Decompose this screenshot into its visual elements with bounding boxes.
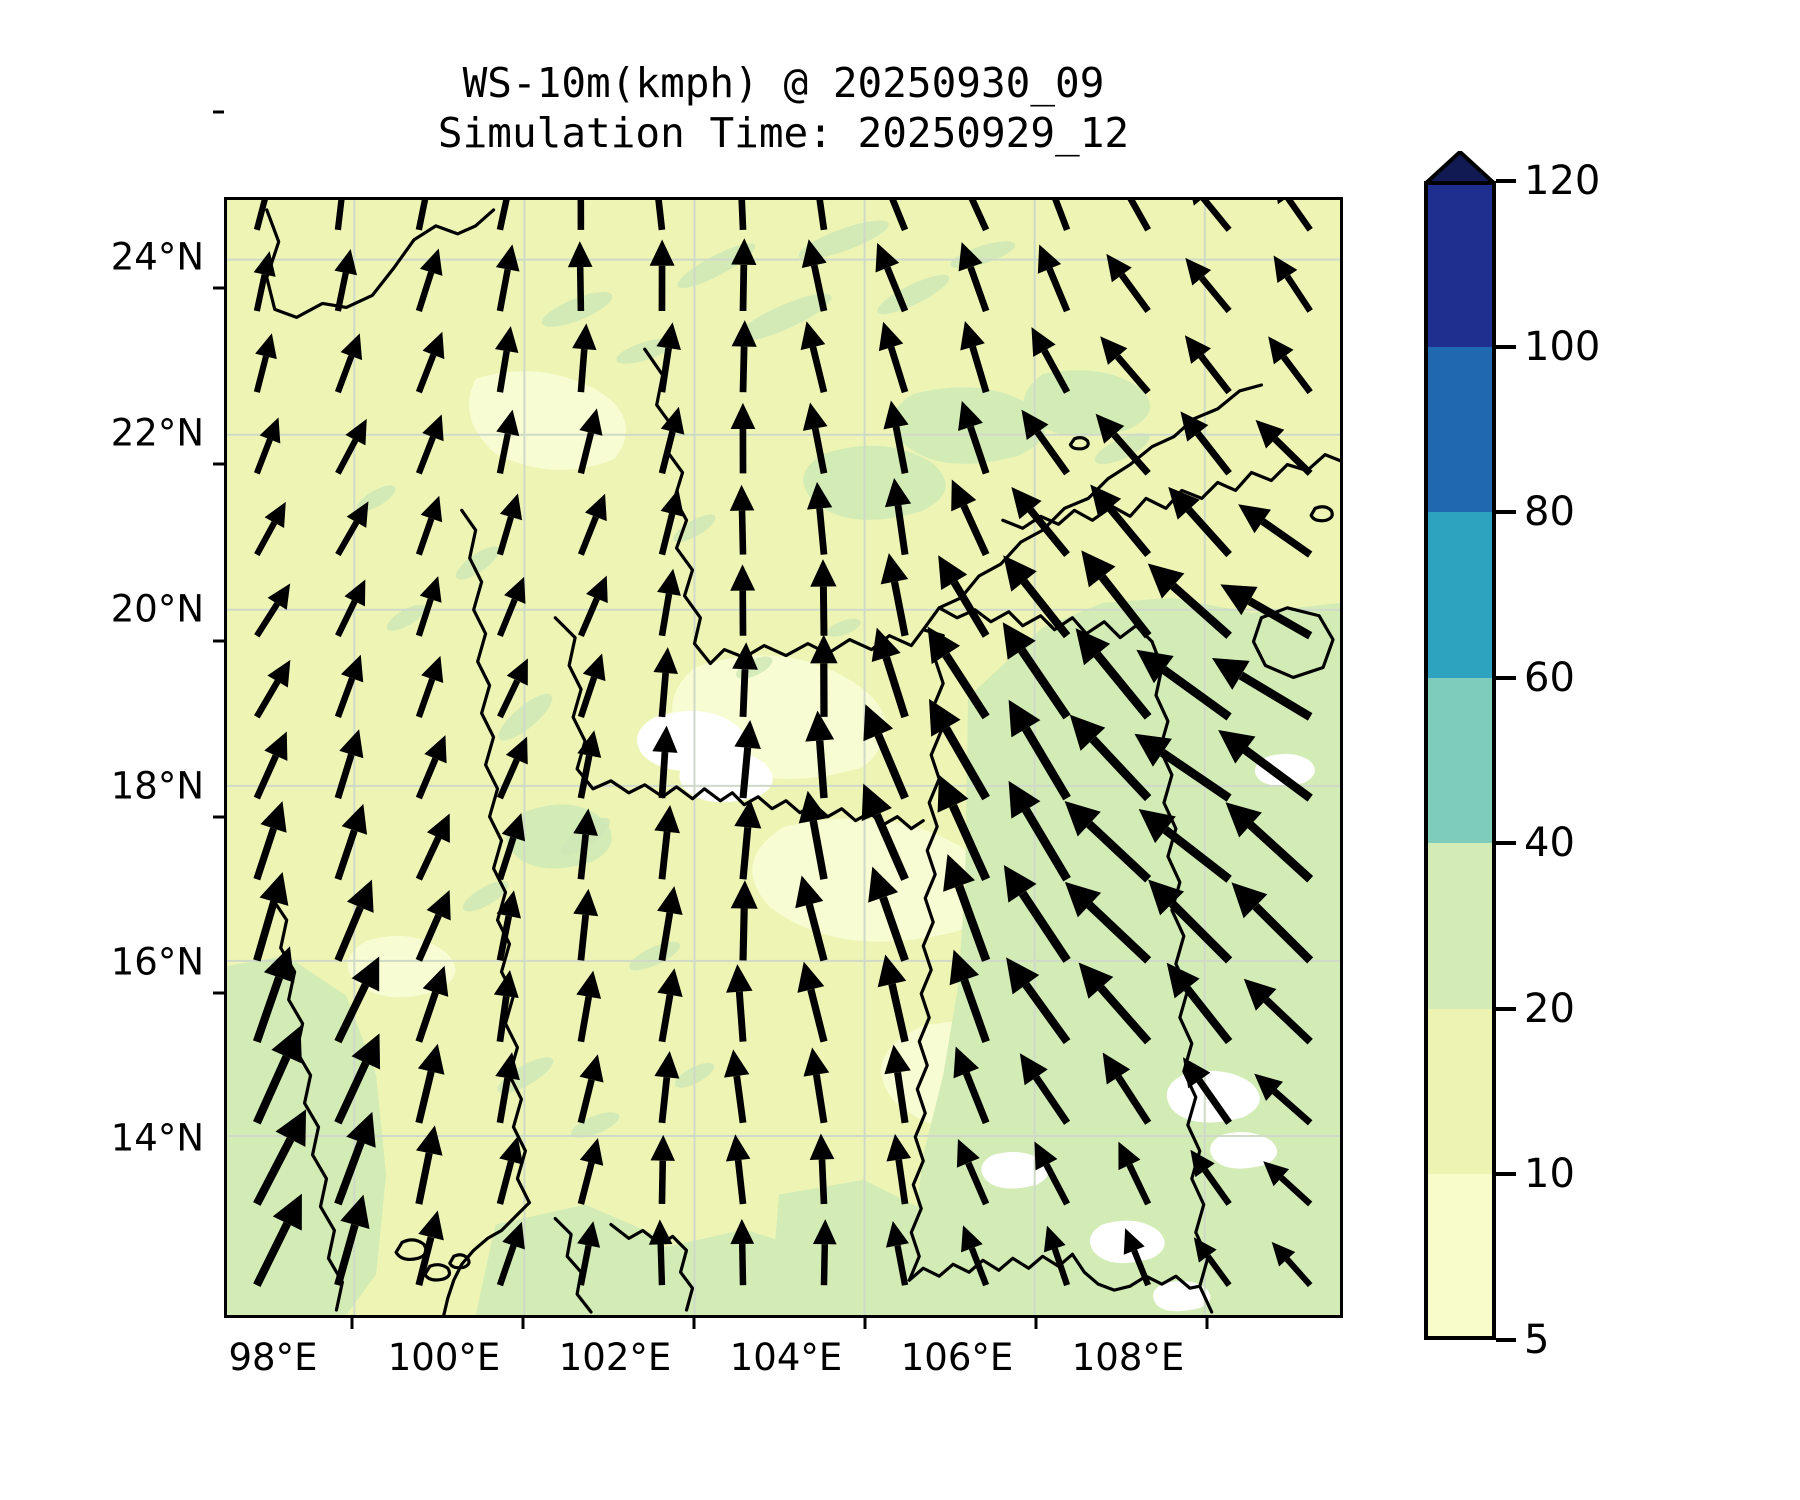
ytick-mark-18N xyxy=(213,639,224,643)
map-plot-area[interactable] xyxy=(224,197,1343,1318)
title-line-1: WS-10m(kmph) @ 20250930_09 xyxy=(462,59,1105,107)
cbar-label-60: 60 xyxy=(1524,655,1575,701)
cbar-label-40: 40 xyxy=(1524,820,1575,866)
ytick-label-22N: 22°N xyxy=(110,411,204,455)
xtick-label-108E: 108°E xyxy=(1071,1336,1185,1379)
ytick-mark-14N xyxy=(213,991,224,995)
cbar-band-20-40 xyxy=(1424,843,1496,1009)
xtick-mark-98E xyxy=(350,1318,354,1329)
xtick-mark-104E xyxy=(863,1318,867,1329)
xtick-mark-106E xyxy=(1034,1318,1038,1329)
ytick-mark-22N xyxy=(213,286,224,290)
cbar-band-5-10 xyxy=(1424,1174,1496,1340)
cbar-tick-5 xyxy=(1496,1338,1516,1342)
cbar-tick-20 xyxy=(1496,1007,1516,1011)
cbar-label-20: 20 xyxy=(1524,986,1575,1032)
xtick-mark-108E xyxy=(1205,1318,1209,1329)
cbar-tick-80 xyxy=(1496,510,1516,514)
xtick-mark-100E xyxy=(521,1318,525,1329)
cbar-band-10-20 xyxy=(1424,1008,1496,1175)
cbar-band-40-60 xyxy=(1424,677,1496,844)
xtick-label-106E: 106°E xyxy=(900,1336,1014,1379)
ytick-label-18N: 18°N xyxy=(110,764,204,808)
ytick-label-16N: 16°N xyxy=(110,940,204,984)
map-canvas xyxy=(227,200,1340,1315)
chart-title: WS-10m(kmph) @ 20250930_09 Simulation Ti… xyxy=(224,58,1343,158)
xtick-label-104E: 104°E xyxy=(729,1336,843,1379)
cbar-tick-40 xyxy=(1496,841,1516,845)
cbar-label-80: 80 xyxy=(1524,489,1575,535)
cbar-tick-100 xyxy=(1496,345,1516,349)
colorbar-extend-max-arrow xyxy=(1424,151,1496,185)
cbar-label-120: 120 xyxy=(1524,158,1601,204)
ytick-mark-24N xyxy=(213,110,224,114)
cbar-band-100-120 xyxy=(1424,181,1496,347)
cbar-band-60-80 xyxy=(1424,512,1496,678)
cbar-label-100: 100 xyxy=(1524,324,1601,370)
cbar-band-80-100 xyxy=(1424,346,1496,513)
colorbar[interactable] xyxy=(1424,181,1496,1340)
xtick-label-98E: 98°E xyxy=(228,1336,318,1379)
cbar-tick-60 xyxy=(1496,676,1516,680)
xtick-label-102E: 102°E xyxy=(558,1336,672,1379)
xtick-mark-102E xyxy=(692,1318,696,1329)
wind-vector-field xyxy=(252,200,1314,1288)
xtick-label-100E: 100°E xyxy=(387,1336,501,1379)
cbar-tick-10 xyxy=(1496,1172,1516,1176)
ytick-mark-16N xyxy=(213,815,224,819)
cbar-label-10: 10 xyxy=(1524,1151,1575,1197)
title-line-2: Simulation Time: 20250929_12 xyxy=(437,109,1130,158)
cbar-label-5: 5 xyxy=(1524,1317,1550,1363)
ytick-label-24N: 24°N xyxy=(110,235,204,279)
ytick-label-14N: 14°N xyxy=(110,1116,204,1160)
ytick-mark-20N xyxy=(213,462,224,466)
ytick-label-20N: 20°N xyxy=(110,587,204,631)
cbar-tick-120 xyxy=(1496,179,1516,183)
